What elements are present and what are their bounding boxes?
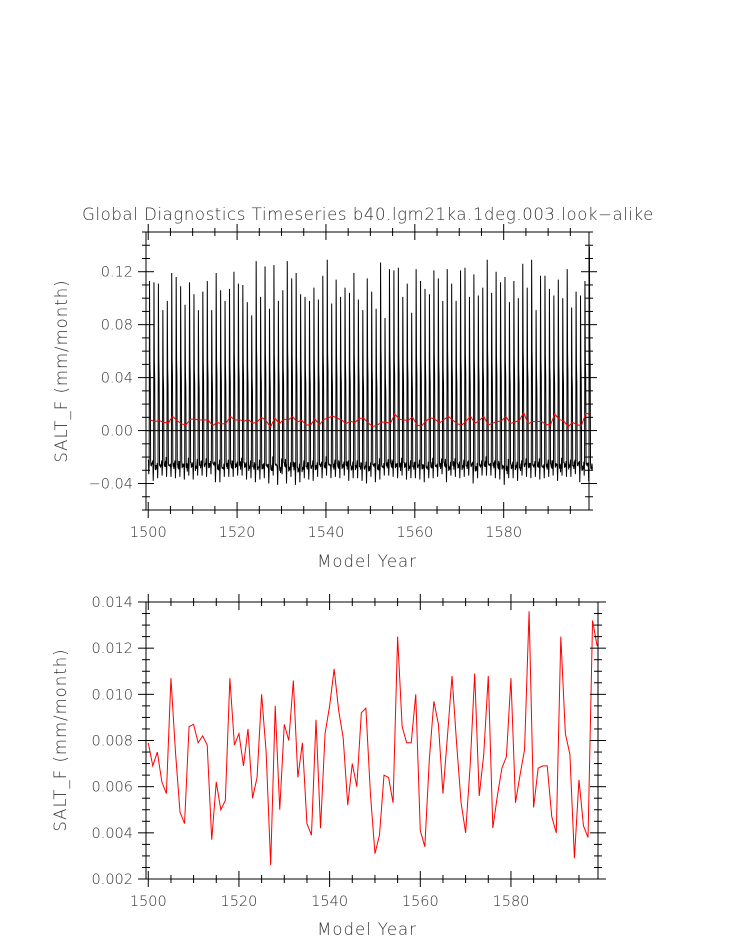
chart1-x-tick-label: 1500: [130, 894, 167, 910]
bottom-axes-group: 1500 1520 1540 1560 1580 0.002 0.004 0.006 0.008…: [91, 594, 606, 910]
top-panel: Global Diagnostics Timeseries b40.lgm21k…: [52, 205, 654, 571]
chart1-y-tick-label: 0.012: [91, 641, 133, 657]
top-annual-mean-line: [150, 411, 591, 429]
chart1-y-tick-label: 0.006: [91, 780, 133, 796]
chart1-x-tick-label: 1560: [402, 894, 439, 910]
chart0-x-tick-label: 1560: [396, 525, 433, 541]
top-axes-group: 1500 1520 1540 1560 1580 −0.04 0.00 0.04 0.08 0.1…: [89, 224, 597, 541]
chart0-x-tick-label: 1520: [219, 525, 256, 541]
chart0-y-tick-label: 0.00: [101, 424, 133, 440]
top-monthly-line: [147, 246, 593, 485]
bottom-panel: 1500 1520 1540 1560 1580 0.002 0.004 0.006 0.008…: [51, 594, 606, 939]
chart1-x-tick-label: 1540: [311, 894, 348, 910]
chart0-x-tick-label: 1540: [308, 525, 345, 541]
top-x-axis-title: Model Year: [317, 552, 417, 571]
top-chart-title: Global Diagnostics Timeseries b40.lgm21k…: [82, 205, 654, 224]
chart1-y-tick-label: 0.004: [91, 826, 133, 842]
bottom-x-axis-title: Model Year: [317, 920, 417, 939]
bottom-y-axis-title: SALT_F (mm/month): [51, 648, 70, 831]
chart0-y-tick-label: −0.04: [89, 477, 133, 493]
bottom-annual-mean-line: [147, 611, 598, 866]
chart1-y-tick-label: 0.008: [91, 734, 133, 750]
top-plot-frame: [145, 231, 590, 511]
chart1-x-tick-label: 1520: [220, 894, 257, 910]
top-y-axis-title: SALT_F (mm/month): [52, 279, 71, 462]
chart1-y-tick-label: 0.014: [91, 595, 133, 611]
chart1-y-tick-label: 0.010: [91, 687, 133, 703]
bottom-series-group: [147, 611, 598, 866]
chart0-y-tick-label: 0.08: [101, 318, 133, 334]
chart0-y-tick-label: 0.04: [101, 371, 133, 387]
bottom-plot-frame: [145, 601, 599, 880]
chart1-y-tick-label: 0.002: [91, 872, 133, 888]
top-series-group: [147, 246, 593, 485]
chart0-x-tick-label: 1500: [130, 525, 167, 541]
chart0-y-tick-label: 0.12: [101, 265, 133, 281]
chart0-x-tick-label: 1580: [485, 525, 522, 541]
chart1-x-tick-label: 1580: [493, 894, 530, 910]
